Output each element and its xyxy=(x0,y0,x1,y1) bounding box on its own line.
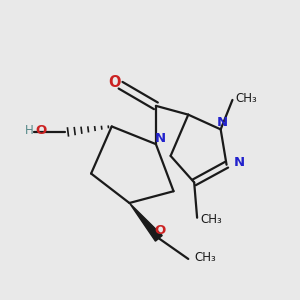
Text: CH₃: CH₃ xyxy=(236,92,257,105)
Text: CH₃: CH₃ xyxy=(194,251,216,264)
Text: O: O xyxy=(108,75,121,90)
Text: O: O xyxy=(155,224,166,237)
Polygon shape xyxy=(129,203,162,241)
Text: N: N xyxy=(234,156,245,169)
Text: O: O xyxy=(35,124,46,137)
Text: N: N xyxy=(155,132,166,145)
Text: CH₃: CH₃ xyxy=(200,213,222,226)
Text: N: N xyxy=(217,116,228,128)
Text: H: H xyxy=(25,124,34,137)
